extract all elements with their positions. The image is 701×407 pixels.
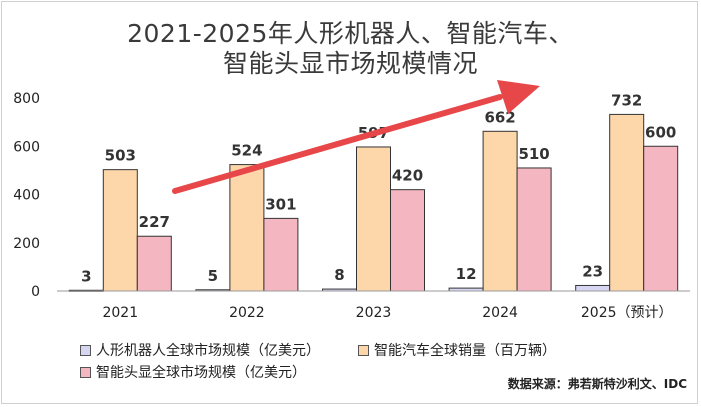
y-tick-label: 600 — [13, 139, 40, 155]
data-label: 510 — [518, 145, 549, 163]
data-label: 227 — [139, 213, 170, 231]
trend-arrow-shaft — [172, 94, 503, 194]
bar — [516, 167, 552, 292]
bar — [102, 169, 138, 292]
y-tick-label: 400 — [13, 188, 40, 204]
y-tick-label: 0 — [31, 284, 40, 300]
x-tick-label: 2024 — [482, 305, 518, 321]
legend-label-robot: 人形机器人全球市场规模（亿美元） — [96, 343, 320, 359]
bar — [643, 145, 679, 292]
chart-title-line-2: 智能头显市场规模情况 — [222, 49, 478, 78]
x-tick-label: 2021 — [102, 305, 138, 321]
trend-arrow-head — [497, 80, 540, 114]
data-label: 600 — [645, 123, 676, 141]
data-label: 3 — [81, 267, 91, 285]
legend-label-car: 智能汽车全球销量（百万辆） — [374, 343, 556, 359]
legend-swatch-headset — [80, 366, 91, 378]
data-label: 12 — [456, 265, 477, 283]
data-label: 23 — [582, 262, 603, 280]
legend-item-headset: 智能头显全球市场规模（亿美元） — [80, 362, 306, 382]
y-tick-label: 800 — [13, 91, 40, 107]
data-label: 420 — [392, 167, 423, 185]
bar — [575, 284, 611, 292]
legend-item-robot: 人形机器人全球市场规模（亿美元） — [80, 340, 320, 360]
data-source: 数据来源：弗若斯特沙利文、IDC — [507, 377, 687, 391]
data-label: 503 — [105, 147, 136, 165]
legend-label-headset: 智能头显全球市场规模（亿美元） — [96, 365, 306, 381]
data-label: 5 — [208, 267, 218, 285]
bar — [390, 189, 425, 292]
x-tick-label: 2022 — [229, 305, 265, 321]
bar — [356, 146, 391, 292]
data-label: 524 — [231, 142, 262, 160]
bar — [229, 164, 265, 292]
data-label: 301 — [265, 195, 296, 213]
x-tick-label: 2025（预计） — [581, 305, 673, 321]
data-label: 732 — [611, 91, 642, 109]
legend-item-car: 智能汽车全球销量（百万辆） — [358, 340, 556, 360]
legend-swatch-robot — [80, 344, 91, 356]
x-tick-label: 2023 — [356, 305, 392, 321]
bar — [136, 235, 172, 292]
data-label: 8 — [334, 266, 344, 284]
y-tick-label: 200 — [13, 236, 40, 252]
legend-swatch-car — [358, 344, 369, 356]
bar — [609, 113, 645, 292]
chart-title-line-1: 2021-2025年人形机器人、智能汽车、 — [127, 19, 574, 48]
bar — [263, 217, 299, 292]
bar — [482, 130, 518, 292]
